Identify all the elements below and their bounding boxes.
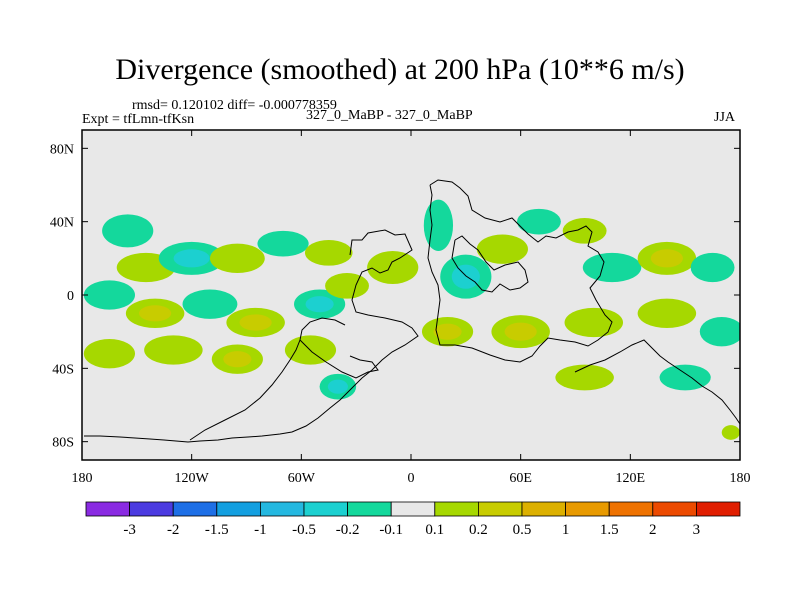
field-blob-core-21 [433,323,462,340]
field-blob-31 [555,364,614,391]
colorbar-label-5: -0.2 [336,522,360,538]
field-blob-core-14 [223,351,252,368]
field-blob-3 [209,243,265,273]
run-label: 327_0_MaBP - 327_0_MaBP [306,108,473,123]
field-blob-29 [637,298,697,329]
field-blob-core-10 [305,296,334,313]
field-blob-8 [182,289,238,319]
colorbar-label-4: -0.5 [292,522,316,538]
colorbar: -3 -2 -1.5 -1 -0.5 -0.2 -0.1 0.1 0.2 0.5 1 1.5 2 3 [85,501,741,538]
colorbar-swatch-10 [521,501,566,517]
colorbar-label-8: 0.2 [469,522,488,538]
x-tick-label-2: 60W [288,471,316,486]
field-blob-4 [257,230,309,257]
colorbar-label-12: 2 [649,522,657,538]
field-blob-11 [325,273,369,299]
field-blob-core-9 [239,314,272,331]
x-tick-label-4: 60E [509,471,532,486]
coastline-andes [189,317,346,441]
field-blob-24 [562,218,607,244]
field-blob-12 [83,339,136,369]
field-blob-core-16 [327,379,348,394]
colorbar-swatch-11 [565,501,610,517]
coastline-africa [427,179,613,363]
x-tick-label-3: 0 [408,471,415,486]
field-blob-17 [367,251,419,284]
colorbar-swatch-6 [347,501,392,517]
colorbar-swatch-14 [696,501,741,517]
stats-line: rmsd= 0.120102 diff= -0.000778359 [132,98,337,113]
x-tick-label-6: 180 [730,471,751,486]
y-tick-label-0: 80N [50,142,74,157]
colorbar-label-3: -1 [254,522,267,538]
coastline-australia [574,339,740,425]
colorbar-swatch-8 [434,501,479,517]
colorbar-label-10: 1 [562,522,570,538]
y-tick-label-1: 40N [50,216,74,231]
colorbar-swatch-5 [303,501,348,517]
season-label: JJA [714,110,736,125]
colorbar-swatch-0 [85,501,130,517]
expt-label: Expt = tfLmn-tfKsn [82,112,195,127]
axes: 180 120W 60W 0 60E 120E 180 80N 40N 0 40S 80S [50,130,751,486]
field-blob-23 [517,208,561,235]
field-blob-28 [564,307,624,338]
field-blob-33 [721,425,740,440]
y-tick-label-2: 0 [67,289,74,304]
colorbar-label-11: 1.5 [600,522,619,538]
field-blob-core-22 [504,322,537,341]
colorbar-swatch-7 [390,501,436,517]
x-tick-label-5: 120E [616,471,646,486]
field-blob-20 [476,234,528,264]
colorbar-swatch-9 [477,501,523,517]
field-blob-27 [690,252,735,283]
chart-title: Divergence (smoothed) at 200 hPa (10**6 … [115,53,685,86]
y-tick-label-3: 40S [52,362,74,377]
colorbar-label-2: -1.5 [205,522,229,538]
y-tick-label-4: 80S [52,436,74,451]
colorbar-label-9: 0.5 [513,522,532,538]
colorbar-label-7: 0.1 [425,522,444,538]
colorbar-swatch-12 [608,501,654,517]
field-blob-core-26 [650,249,683,268]
colorbar-swatch-4 [259,501,305,517]
x-tick-label-1: 120W [175,471,210,486]
colorbar-label-1: -2 [167,522,180,538]
field-blob-18 [423,199,454,251]
colorbar-label-13: 3 [693,522,701,538]
plot-background [82,130,740,460]
field-blob-32 [659,364,711,391]
colorbar-label-0: -3 [123,522,136,538]
field-blob-25 [582,252,642,283]
field-blob-30 [699,317,740,347]
colorbar-swatch-13 [652,501,697,517]
colorbar-label-6: -0.1 [379,522,403,538]
coastline-americas [84,229,419,443]
coastline-eurasia-interior [451,235,529,293]
colorbar-swatch-3 [216,501,261,517]
field-blob-core-19 [451,264,480,289]
field-blob-13 [144,335,203,365]
coastline-south [299,339,379,379]
field-blob-core-2 [173,249,210,268]
x-tick-label-0: 180 [72,471,93,486]
colorbar-swatch-2 [172,501,218,517]
field-blob-0 [102,214,154,248]
field-blob-core-7 [139,305,172,322]
coastlines [84,179,740,443]
colorbar-swatch-1 [129,501,174,517]
field-blob-6 [83,280,136,310]
field-blob-5 [304,240,353,266]
